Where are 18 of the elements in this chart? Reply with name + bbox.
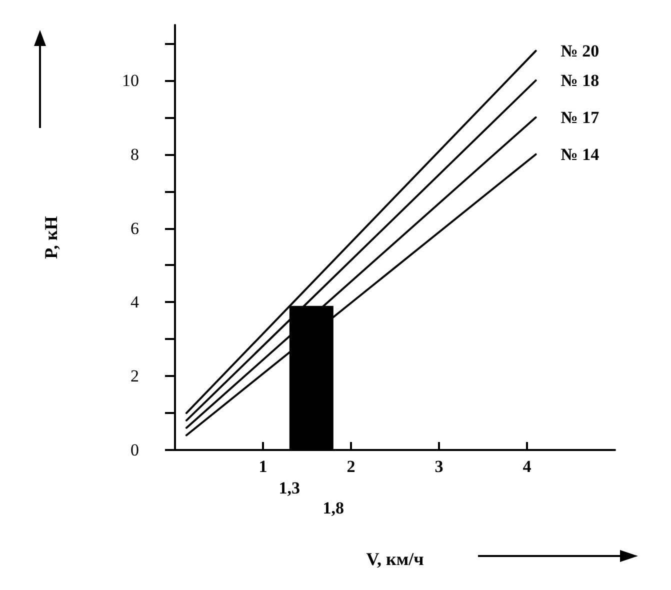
x-tick-label: 3 [434, 457, 444, 476]
annotation: 1,8 [322, 498, 344, 518]
y-tick-label: 0 [130, 440, 139, 460]
y-axis-title: P, кН [41, 216, 61, 259]
y-tick-label: 6 [130, 218, 139, 238]
series-label: № 18 [560, 70, 600, 90]
x-axis-title: V, км/ч [366, 549, 424, 569]
x-tick-label: 4 [522, 457, 532, 476]
y-tick-label: 2 [130, 366, 139, 386]
y-tick-label: 8 [130, 144, 139, 164]
x-tick-label: 1 [258, 457, 268, 476]
annotation: 1,3 [278, 478, 300, 498]
x-tick-label: 2 [346, 457, 356, 476]
y-tick-label: 4 [130, 292, 140, 312]
series-label: № 17 [560, 108, 600, 127]
series-label: № 14 [560, 144, 600, 164]
y-tick-label: 10 [122, 70, 139, 90]
series-label: № 20 [560, 41, 600, 60]
